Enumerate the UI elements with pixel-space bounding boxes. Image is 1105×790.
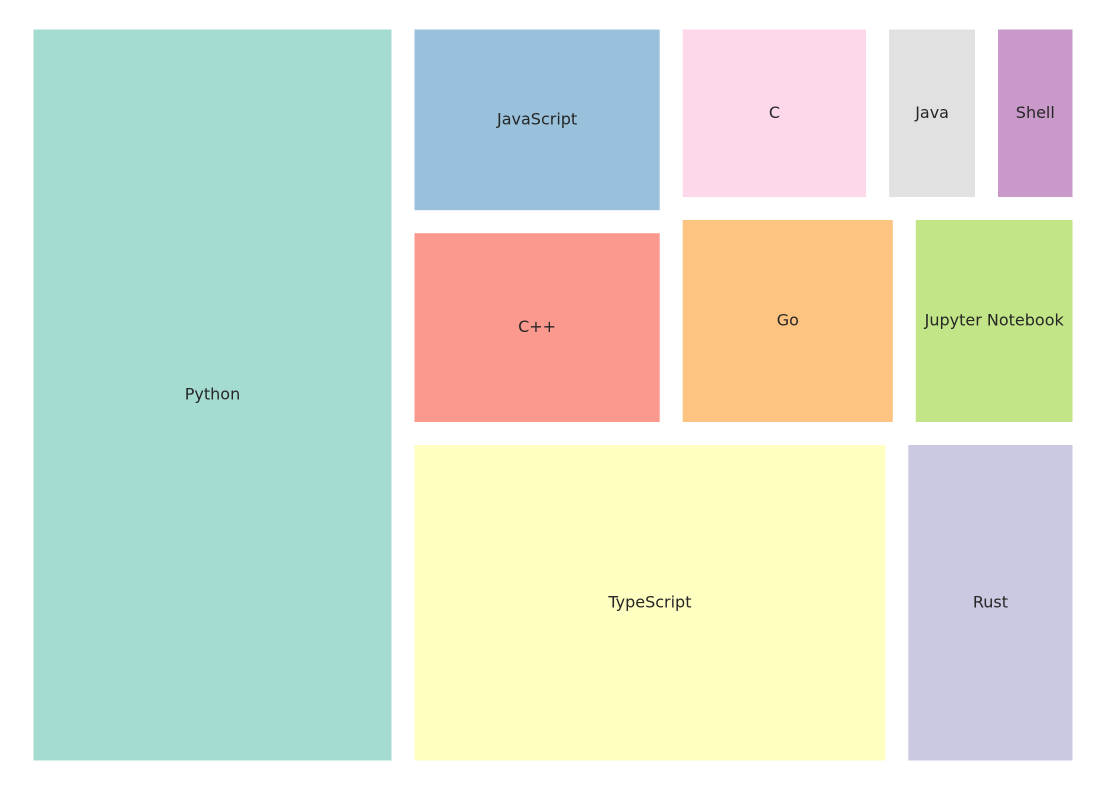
tile-c xyxy=(414,233,660,422)
tile-label-c: C xyxy=(769,103,780,122)
tile-label-python: Python xyxy=(185,385,240,404)
treemap-tiles xyxy=(33,29,1073,761)
tile-label-javascript: JavaScript xyxy=(496,109,577,128)
tile-label-go: Go xyxy=(777,311,799,330)
tile-label-typescript: TypeScript xyxy=(607,592,691,611)
tile-go xyxy=(682,220,893,422)
tile-label-java: Java xyxy=(914,103,949,122)
tile-jupyter-notebook xyxy=(915,220,1073,422)
tile-shell xyxy=(998,29,1073,197)
tile-label-c: C++ xyxy=(518,317,556,336)
treemap-labels: Python TypeScript Rust C++ JavaScript Go Jupyt… xyxy=(185,103,1065,611)
tile-javascript xyxy=(414,29,660,211)
tile-typescript xyxy=(414,445,886,761)
tile-java xyxy=(889,29,975,197)
tile-label-shell: Shell xyxy=(1016,103,1055,122)
tile-c xyxy=(682,29,867,197)
tile-label-jupyter-notebook: Jupyter Notebook xyxy=(924,311,1065,330)
tile-rust xyxy=(908,445,1073,761)
tile-label-rust: Rust xyxy=(973,592,1008,611)
tile-python xyxy=(33,29,392,761)
